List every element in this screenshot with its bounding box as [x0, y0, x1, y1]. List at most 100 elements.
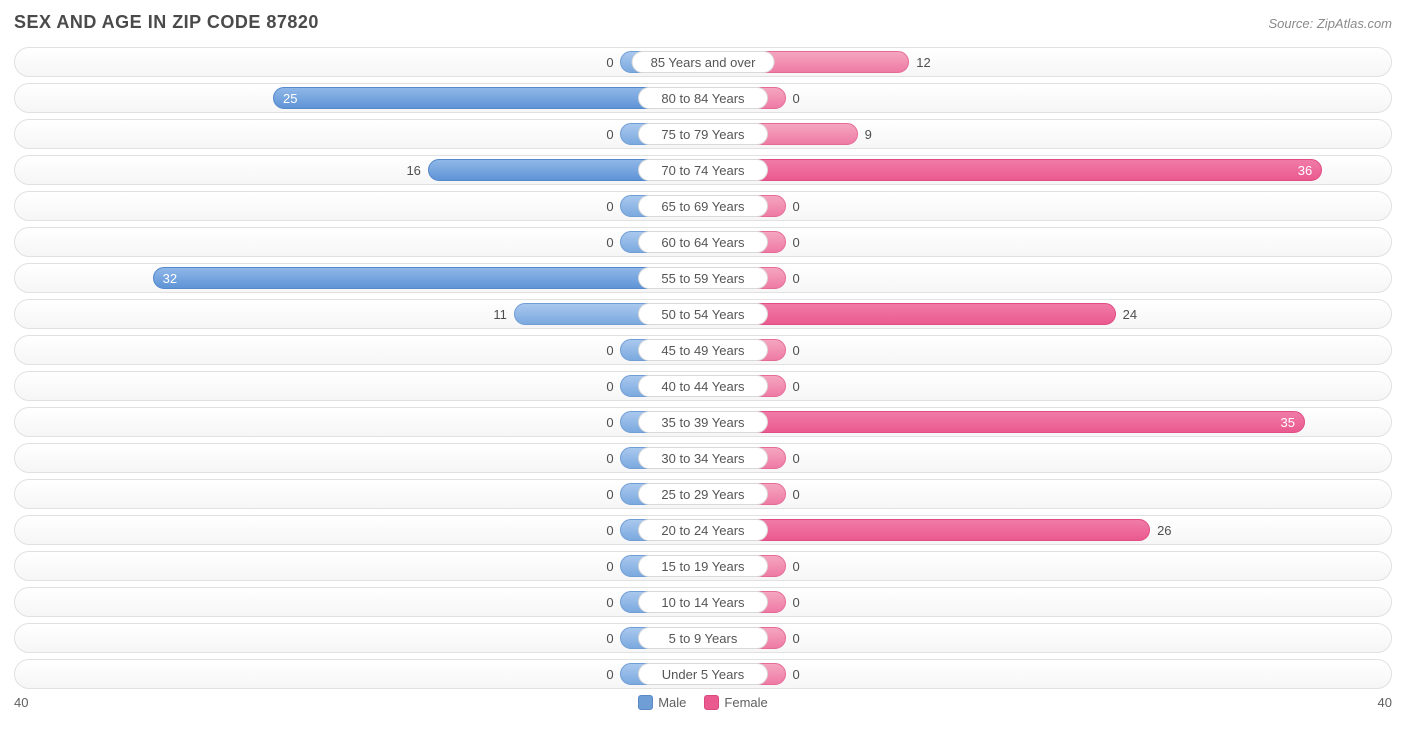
female-half: 0 [703, 483, 1391, 505]
female-value: 0 [792, 87, 799, 109]
age-group-label: 65 to 69 Years [638, 195, 768, 217]
pyramid-row: 0 35 35 to 39 Years [14, 407, 1392, 437]
male-value: 32 [153, 267, 187, 289]
age-group-label: 15 to 19 Years [638, 555, 768, 577]
female-half: 0 [703, 339, 1391, 361]
male-value: 0 [606, 483, 613, 505]
female-bar [703, 411, 1305, 433]
female-value: 0 [792, 339, 799, 361]
male-value: 0 [606, 555, 613, 577]
age-group-label: 10 to 14 Years [638, 591, 768, 613]
pyramid-row: 0065 to 69 Years [14, 191, 1392, 221]
male-value: 11 [493, 303, 507, 325]
male-half: 25 [15, 87, 703, 109]
male-half: 0 [15, 51, 703, 73]
pyramid-row: 0 12 85 Years and over [14, 47, 1392, 77]
female-half: 0 [703, 447, 1391, 469]
male-half: 0 [15, 447, 703, 469]
female-value: 0 [792, 555, 799, 577]
pyramid-row: 0045 to 49 Years [14, 335, 1392, 365]
age-group-label: 45 to 49 Years [638, 339, 768, 361]
female-value: 0 [792, 591, 799, 613]
pyramid-row: 32 0 55 to 59 Years [14, 263, 1392, 293]
legend-female: Female [704, 695, 767, 710]
pyramid-row: 0060 to 64 Years [14, 227, 1392, 257]
male-half: 0 [15, 195, 703, 217]
age-group-label: 20 to 24 Years [638, 519, 768, 541]
male-half: 0 [15, 411, 703, 433]
female-half: 0 [703, 375, 1391, 397]
male-value: 0 [606, 591, 613, 613]
axis-left-max: 40 [14, 695, 28, 710]
male-bar [153, 267, 703, 289]
chart-source: Source: ZipAtlas.com [1268, 16, 1392, 31]
female-value: 9 [865, 123, 872, 145]
female-value: 35 [1271, 411, 1305, 433]
female-half: 26 [703, 519, 1391, 541]
male-value: 0 [606, 663, 613, 685]
male-swatch-icon [638, 695, 653, 710]
pyramid-row: 0 0 Under 5 Years [14, 659, 1392, 689]
chart-footer: 40 Male Female 40 [14, 695, 1392, 710]
female-half: 12 [703, 51, 1391, 73]
female-value: 0 [792, 375, 799, 397]
pyramid-row: 0 0 15 to 19 Years [14, 551, 1392, 581]
female-value: 0 [792, 447, 799, 469]
male-value: 0 [606, 627, 613, 649]
male-value: 0 [606, 51, 613, 73]
male-half: 0 [15, 375, 703, 397]
female-half: 0 [703, 591, 1391, 613]
legend: Male Female [638, 695, 768, 710]
male-half: 32 [15, 267, 703, 289]
pyramid-row: 0030 to 34 Years [14, 443, 1392, 473]
female-value: 0 [792, 267, 799, 289]
female-bar [703, 519, 1150, 541]
male-value: 0 [606, 411, 613, 433]
pyramid-row: 005 to 9 Years [14, 623, 1392, 653]
female-half: 0 [703, 195, 1391, 217]
male-half: 16 [15, 159, 703, 181]
female-value: 12 [916, 51, 930, 73]
legend-male: Male [638, 695, 686, 710]
female-value: 0 [792, 483, 799, 505]
male-half: 0 [15, 519, 703, 541]
male-half: 0 [15, 123, 703, 145]
female-half: 35 [703, 411, 1391, 433]
age-group-label: 25 to 29 Years [638, 483, 768, 505]
male-half: 11 [15, 303, 703, 325]
female-half: 36 [703, 159, 1391, 181]
male-value: 0 [606, 519, 613, 541]
female-half: 0 [703, 267, 1391, 289]
population-pyramid: 01285 Years and over25080 to 84 Years097… [14, 47, 1392, 689]
female-value: 0 [792, 231, 799, 253]
male-half: 0 [15, 663, 703, 685]
pyramid-row: 0 26 20 to 24 Years [14, 515, 1392, 545]
age-group-label: 85 Years and over [632, 51, 775, 73]
chart-header: SEX AND AGE IN ZIP CODE 87820 Source: Zi… [14, 12, 1392, 33]
pyramid-row: 0 0 10 to 14 Years [14, 587, 1392, 617]
female-half: 0 [703, 555, 1391, 577]
age-group-label: 70 to 74 Years [638, 159, 768, 181]
male-value: 0 [606, 447, 613, 469]
age-group-label: 5 to 9 Years [638, 627, 768, 649]
female-value: 36 [1288, 159, 1322, 181]
female-value: 0 [792, 663, 799, 685]
female-swatch-icon [704, 695, 719, 710]
age-group-label: 50 to 54 Years [638, 303, 768, 325]
male-half: 0 [15, 591, 703, 613]
male-half: 0 [15, 339, 703, 361]
age-group-label: Under 5 Years [638, 663, 768, 685]
male-value: 16 [406, 159, 420, 181]
age-group-label: 55 to 59 Years [638, 267, 768, 289]
pyramid-row: 11 24 50 to 54 Years [14, 299, 1392, 329]
female-value: 24 [1123, 303, 1137, 325]
male-value: 25 [273, 87, 307, 109]
female-half: 0 [703, 231, 1391, 253]
female-value: 26 [1157, 519, 1171, 541]
age-group-label: 35 to 39 Years [638, 411, 768, 433]
pyramid-row: 25080 to 84 Years [14, 83, 1392, 113]
male-half: 0 [15, 555, 703, 577]
female-half: 0 [703, 627, 1391, 649]
pyramid-row: 0040 to 44 Years [14, 371, 1392, 401]
male-value: 0 [606, 195, 613, 217]
